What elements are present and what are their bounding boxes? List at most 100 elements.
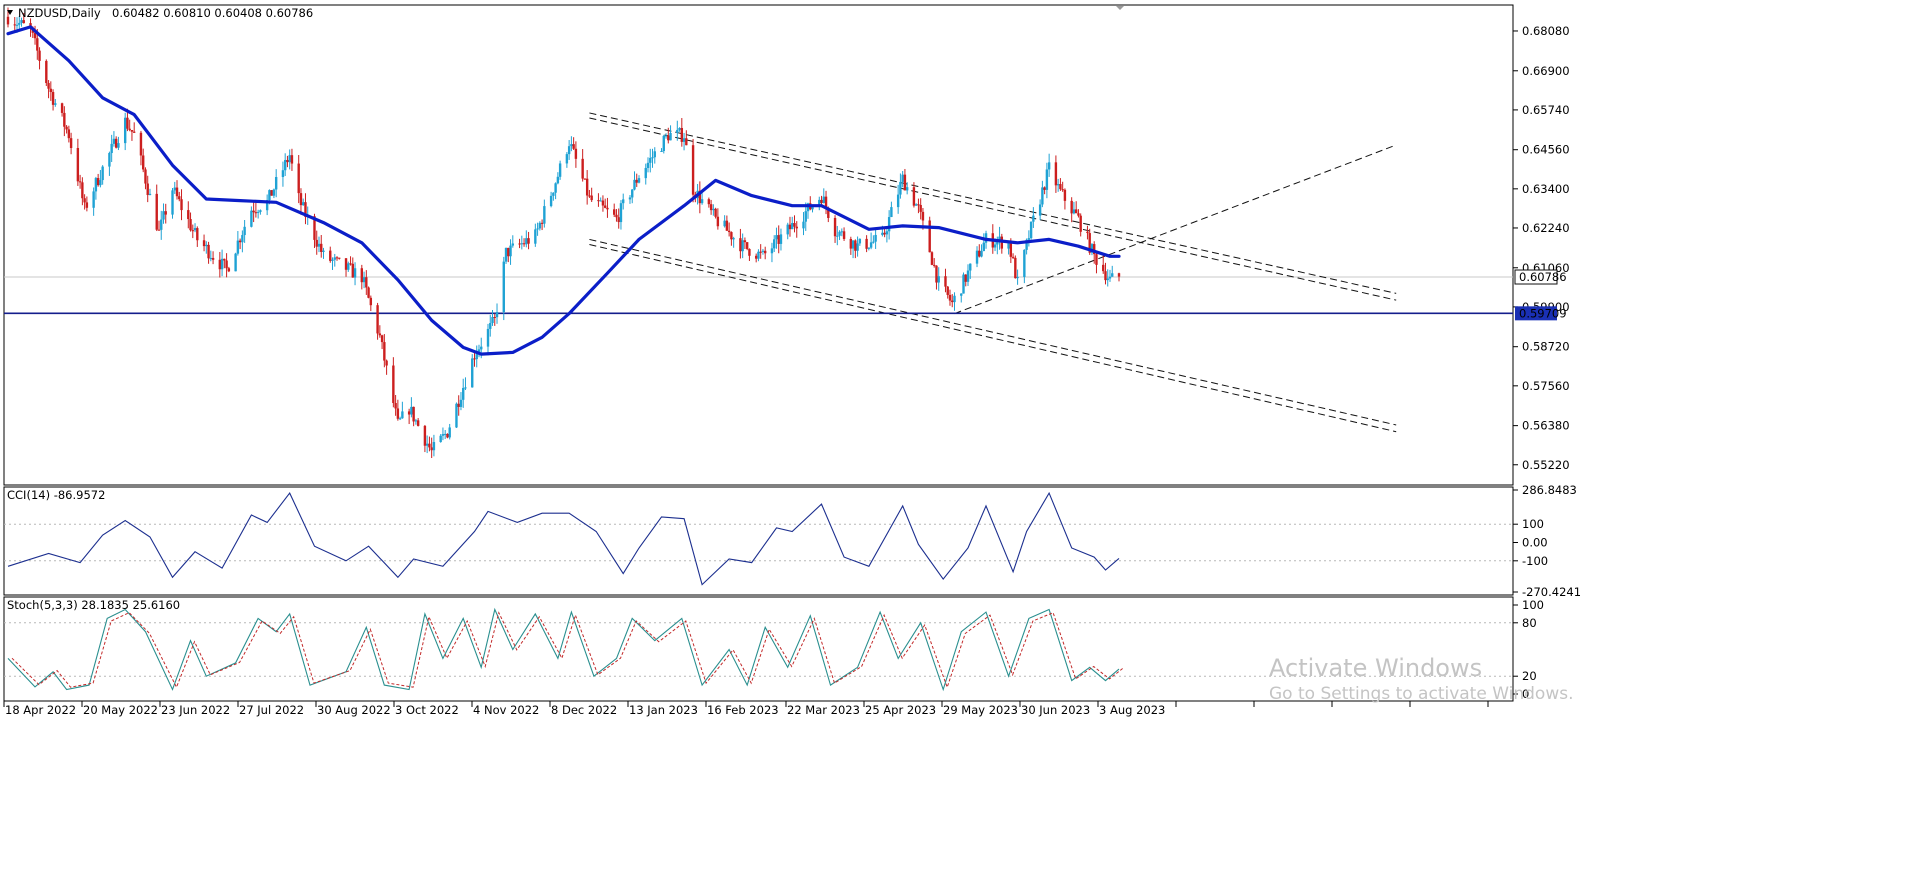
- candle-body: [914, 204, 918, 206]
- candle-body: [394, 403, 397, 409]
- candle-body: [581, 158, 584, 179]
- cci-label: CCI(14) -86.9572: [7, 488, 105, 502]
- candle-body: [193, 228, 197, 231]
- candle-body: [6, 16, 10, 25]
- candle-body: [299, 193, 303, 206]
- candle-body: [669, 132, 672, 141]
- candle-body: [441, 434, 445, 436]
- candle-body: [978, 250, 981, 257]
- candle-body: [268, 190, 271, 201]
- candle-body: [635, 179, 638, 183]
- candle-body: [132, 131, 136, 133]
- date-tick-label: 4 Nov 2022: [473, 703, 539, 717]
- candle-body: [791, 223, 794, 230]
- symbol-menu-icon[interactable]: [7, 10, 13, 15]
- date-tick-label: 27 Jul 2022: [239, 703, 304, 717]
- trendline[interactable]: [954, 144, 1397, 315]
- candle-body: [383, 342, 386, 361]
- candle-body: [874, 234, 877, 242]
- trendline[interactable]: [589, 244, 1397, 433]
- candle-body: [1009, 242, 1013, 257]
- candle-body: [164, 211, 167, 215]
- candle-body: [225, 260, 228, 269]
- trendlines[interactable]: [589, 112, 1397, 433]
- price-panel[interactable]: [3, 4, 1514, 486]
- candle-body: [885, 231, 889, 235]
- candle-body: [712, 208, 715, 211]
- candle-body: [139, 132, 143, 156]
- candle-body: [99, 180, 102, 186]
- candle-body: [202, 240, 206, 247]
- candle-body: [933, 264, 936, 266]
- candle-body: [928, 220, 931, 253]
- candle-body: [439, 435, 442, 443]
- candle-body: [1054, 162, 1058, 186]
- candle-body: [1104, 271, 1107, 281]
- candle-body: [811, 206, 814, 210]
- candle-body: [998, 236, 1001, 241]
- candle-body: [274, 177, 278, 190]
- candle-body: [171, 190, 174, 215]
- candle-body: [205, 244, 208, 247]
- date-tick-label: 20 May 2022: [83, 703, 158, 717]
- cci-line: [7, 491, 1120, 586]
- candle-body: [1014, 257, 1017, 279]
- candle-body: [842, 231, 846, 239]
- candle-body: [763, 250, 767, 254]
- trendline[interactable]: [589, 112, 1397, 294]
- candle-body: [757, 251, 760, 259]
- candle-body: [385, 360, 388, 366]
- candle-body: [869, 242, 873, 248]
- stoch-main-line: [7, 607, 1120, 692]
- candle-body: [946, 286, 949, 295]
- candle-body: [793, 223, 796, 227]
- candle-body: [272, 189, 276, 196]
- candle-body: [534, 229, 537, 244]
- candle-body: [270, 190, 273, 196]
- chart-shift-marker-icon[interactable]: [1116, 6, 1124, 10]
- candle-body: [344, 258, 348, 270]
- candle-body: [335, 257, 339, 259]
- candle-body: [617, 217, 620, 223]
- candle-body: [380, 335, 384, 343]
- candle-body: [709, 204, 713, 211]
- candle-body: [622, 199, 625, 204]
- candle-body: [628, 197, 632, 200]
- date-tick-label: 18 Apr 2022: [5, 703, 76, 717]
- cci-tick-label: -270.4241: [1522, 585, 1581, 599]
- candle-body: [15, 24, 19, 26]
- candle-body: [854, 240, 857, 251]
- candle-body: [22, 20, 25, 24]
- date-tick-label: 30 Aug 2022: [317, 703, 391, 717]
- candle-body: [69, 138, 73, 149]
- candle-body: [128, 128, 131, 131]
- candle-body: [969, 263, 972, 271]
- candle-body: [887, 217, 891, 232]
- candle-body: [1111, 273, 1114, 277]
- candle-body: [414, 420, 418, 422]
- candle-body: [13, 24, 16, 26]
- candle-body: [858, 238, 862, 244]
- stoch-signal-line: [11, 611, 1124, 689]
- candle-body: [836, 235, 839, 237]
- candle-body: [795, 226, 798, 229]
- cci-panel[interactable]: [3, 486, 1514, 596]
- candle-body: [570, 144, 573, 147]
- candle-body: [935, 265, 938, 283]
- date-tick-label: 25 Apr 2023: [865, 703, 936, 717]
- candle-body: [633, 179, 636, 190]
- candle-body: [964, 274, 967, 282]
- candle-body: [982, 242, 985, 252]
- candle-body: [1016, 276, 1019, 279]
- candle-body: [730, 232, 733, 240]
- candle-body: [398, 418, 402, 420]
- candle-body: [651, 157, 654, 159]
- candle-body: [745, 242, 749, 249]
- candle-body: [1007, 242, 1010, 249]
- price-axis: 0.68080 0.66900 0.65740 0.64560 0.63400 0.622…: [1513, 24, 1570, 472]
- price-tick-label: 0.55220: [1522, 458, 1570, 472]
- trendline[interactable]: [589, 238, 1397, 426]
- trendline[interactable]: [589, 117, 1397, 301]
- candle-body: [558, 163, 562, 177]
